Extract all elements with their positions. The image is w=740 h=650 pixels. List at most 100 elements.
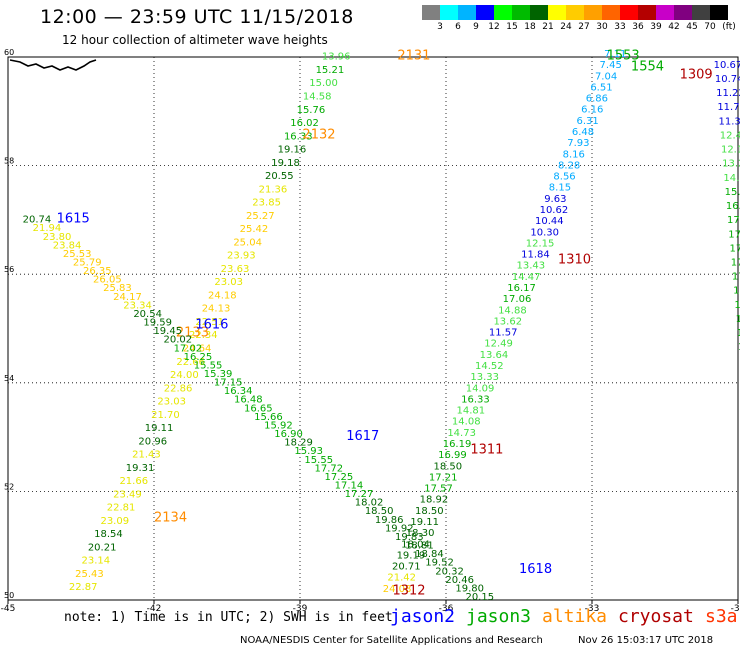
colorbar-swatch [440,5,458,20]
wave-height-point: 15.76 [297,105,326,116]
wave-height-point: 15.93 [294,446,323,457]
pass-label: 1553 [607,49,640,64]
wave-height-point: 18.50 [433,461,462,472]
pass-label: 1618 [519,562,552,577]
wave-height-point: 11.57 [489,328,518,339]
y-tick-label: 56 [4,265,14,274]
legend-item-s3a: s3a [705,606,738,627]
wave-height-point: 23.80 [43,232,72,243]
colorbar-swatch [602,5,620,20]
colorbar-label: 42 [668,22,680,32]
wave-height-point: 10.62 [540,205,569,216]
wave-height-point: 13.43 [517,261,546,272]
footer-credit: NOAA/NESDIS Center for Satellite Applica… [240,635,543,646]
wave-height-point: 15.55 [194,360,223,371]
x-tick-label: -33 [585,604,600,614]
wave-height-point: 25.53 [63,249,92,260]
wave-height-point: 26.05 [93,275,122,286]
wave-height-point: 19.19 [397,550,426,561]
wave-height-point: 7.11 [604,49,626,60]
colorbar-swatch [620,5,638,20]
wave-height-point: 12.15 [526,238,555,249]
wave-height-point: 16.48 [234,395,263,406]
wave-height-point: 20.74 [23,215,52,226]
pass-label: 2132 [302,127,335,142]
wave-height-point: 17.06 [503,294,532,305]
y-tick-label: 60 [4,48,14,57]
wave-height-point: 8.16 [563,149,585,160]
wave-height-point: 18.81 [405,541,434,552]
wave-height-point: 17.27 [345,489,374,500]
page-title: 12:00 — 23:59 UTC 11/15/2018 [40,6,354,28]
wave-height-point: 15.00 [309,78,338,89]
wave-height-point: 23.14 [81,556,110,567]
wave-height-point: 17.30 [728,229,740,240]
wave-height-point: 21.70 [151,410,180,421]
wave-height-point: 8.15 [549,183,571,194]
wave-height-point: 22.87 [69,582,98,593]
wave-height-point: 11.79 [717,102,740,113]
wave-height-point: 17.57 [424,484,453,495]
wave-height-point: 20.55 [265,171,294,182]
x-tick-label: -39 [293,604,308,614]
wave-height-point: 17.25 [325,472,354,483]
wave-height-point: 6.16 [581,105,603,116]
wave-height-point: 23.84 [53,240,82,251]
wave-height-point: 17.72 [314,463,343,474]
wave-height-point: 18.50 [365,506,394,517]
page-subtitle: 12 hour collection of altimeter wave hei… [62,33,328,47]
wave-height-point: 21.94 [33,223,62,234]
colorbar-label: 30 [596,22,608,32]
wave-height-point: 14.08 [452,417,481,428]
wave-height-point: 13.62 [493,316,522,327]
wave-height-point: 16.46 [737,328,740,339]
wave-height-point: 14.88 [498,305,527,316]
wave-height-point: 13.22 [722,159,740,170]
wave-height-point: 6.51 [590,82,612,93]
pass-label: 1310 [558,252,591,267]
wave-height-point: 15.92 [264,420,293,431]
wave-height-point: 15.66 [254,412,283,423]
wave-height-point: 14.09 [466,383,495,394]
colorbar-label: 18 [524,22,536,32]
wave-height-point: 12.18 [721,145,740,156]
colorbar-label: 33 [614,22,626,32]
wave-height-point: 18.04 [401,539,430,550]
pass-label: 1312 [392,584,425,599]
legend-item-jason2: jason2 [390,606,456,627]
wave-height-point: 18.30 [406,528,435,539]
colorbar-swatch [584,5,602,20]
wave-height-point: 25.04 [233,237,262,248]
pass-label: 1309 [680,68,713,83]
colorbar-swatch [512,5,530,20]
wave-height-point: 23.63 [221,264,250,275]
wave-height-point: 23.93 [227,251,256,262]
pass-label: 2133 [176,326,209,341]
colorbar-label: 27 [578,22,590,32]
wave-height-point: 6.48 [572,127,594,138]
wave-height-point: 21.36 [259,184,288,195]
wave-height-point: 22.81 [107,503,136,514]
colorbar-swatch [458,5,476,20]
pass-label: 1617 [346,429,379,444]
colorbar-label: 45 [686,22,698,32]
colorbar-label: 6 [455,22,461,32]
wave-height-point: 15.55 [304,455,333,466]
wave-height-point: 15.21 [316,65,345,76]
colorbar-label: 3 [437,22,443,32]
x-tick-label: -36 [439,604,454,614]
wave-height-point: 24.00 [170,370,199,381]
colorbar-swatch [530,5,548,20]
pass-label: 1554 [631,60,664,75]
wave-height-point: 23.85 [252,198,281,209]
wave-height-point: 19.18 [271,158,300,169]
wave-height-point: 17.44 [732,272,740,283]
wave-height-point: 19.59 [143,318,172,329]
wave-height-point: 24.17 [113,292,142,303]
wave-height-point: 8.56 [553,172,575,183]
wave-height-point: 16.90 [274,429,303,440]
wave-height-point: 14.58 [303,92,332,103]
wave-height-point: 25.27 [246,211,275,222]
wave-height-point: 7.45 [600,60,622,71]
colorbar-label: 9 [473,22,479,32]
